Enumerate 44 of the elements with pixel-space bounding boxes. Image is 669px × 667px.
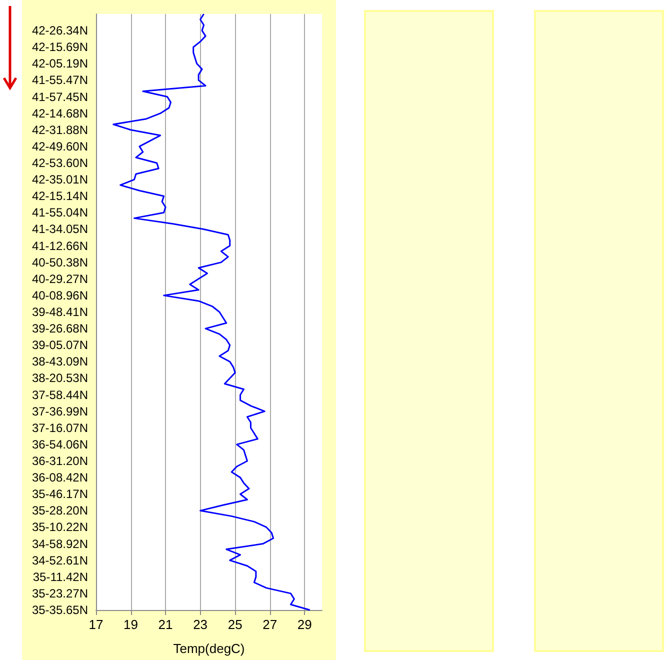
x-axis-title: Temp(degC) bbox=[173, 641, 245, 656]
y-tick-label: 36-31.20N bbox=[32, 454, 88, 468]
x-tick-label: 29 bbox=[297, 617, 312, 632]
y-tick-label: 40-29.27N bbox=[32, 272, 88, 286]
x-tick-label: 19 bbox=[124, 617, 138, 632]
x-tick-label: 27 bbox=[262, 617, 278, 632]
y-tick-label: 42-14.68N bbox=[32, 106, 88, 120]
y-tick-label: 41-55.47N bbox=[32, 73, 88, 88]
y-tick-label: 34-52.61N bbox=[32, 553, 88, 568]
y-tick-label: 35-28.20N bbox=[32, 504, 88, 518]
y-tick-label: 39-26.68N bbox=[32, 322, 88, 336]
y-tick-label: 42-49.60N bbox=[32, 139, 88, 154]
x-tick-label: 21 bbox=[158, 617, 173, 632]
y-tick-label: 35-23.27N bbox=[32, 586, 88, 600]
y-tick-label: 42-15.14N bbox=[32, 189, 88, 204]
y-tick-label: 39-05.07N bbox=[32, 338, 88, 352]
y-tick-label: 42-15.69N bbox=[32, 40, 88, 54]
y-tick-label: 42-53.60N bbox=[32, 156, 88, 170]
y-tick-label: 35-46.17N bbox=[32, 487, 88, 502]
y-tick-label: 40-50.38N bbox=[32, 255, 88, 270]
y-tick-label: 38-43.09N bbox=[32, 354, 88, 369]
y-tick-label: 38-20.53N bbox=[32, 371, 88, 386]
y-tick-label: 37-16.07N bbox=[32, 420, 88, 435]
y-tick-label: 37-58.44N bbox=[32, 388, 88, 402]
y-tick-label: 35-10.22N bbox=[32, 520, 88, 534]
y-tick-label: 36-54.06N bbox=[32, 437, 88, 452]
y-tick-label: 41-57.45N bbox=[32, 90, 88, 104]
y-tick-label: 40-08.96N bbox=[32, 288, 88, 302]
y-tick-label: 41-12.66N bbox=[32, 238, 88, 253]
y-tick-label: 35-11.42N bbox=[32, 570, 88, 584]
y-tick-label: 42-26.34N bbox=[32, 24, 88, 38]
y-tick-label: 42-05.19N bbox=[32, 56, 88, 71]
x-tick-label: 23 bbox=[193, 617, 208, 632]
y-tick-label: 41-55.04N bbox=[32, 206, 88, 220]
y-tick-label: 35-35.65N bbox=[32, 603, 88, 617]
y-tick-label: 42-31.88N bbox=[32, 122, 88, 137]
x-tick-label: 25 bbox=[228, 617, 242, 632]
y-tick-label: 41-34.05N bbox=[32, 222, 88, 236]
y-tick-label: 39-48.41N bbox=[32, 305, 88, 319]
y-tick-label: 36-08.42N bbox=[32, 470, 88, 485]
y-tick-label: 42-35.01N bbox=[32, 172, 88, 187]
y-tick-label: 34-58.92N bbox=[32, 536, 88, 551]
x-tick-label: 17 bbox=[88, 617, 104, 632]
y-tick-label: 37-36.99N bbox=[32, 404, 88, 418]
